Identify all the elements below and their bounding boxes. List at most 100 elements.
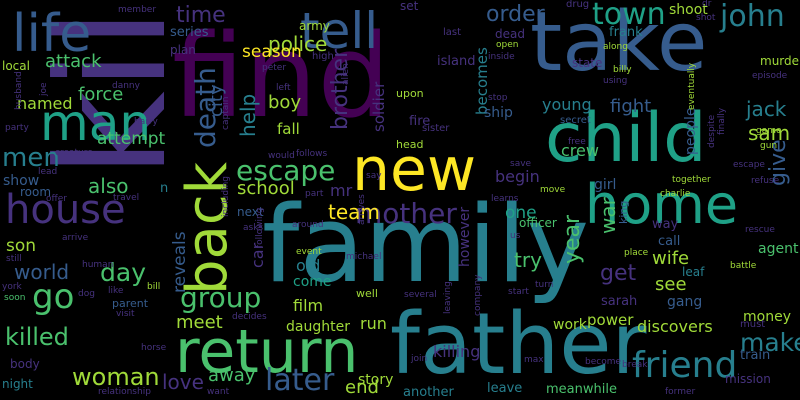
word-leave: leave (487, 381, 523, 396)
word-named: named (17, 94, 73, 113)
word-life: life (12, 4, 92, 64)
word-set: set (400, 0, 419, 13)
word-way: way (652, 217, 679, 232)
word-michael: michael (346, 252, 382, 262)
word-however: however (457, 206, 473, 267)
word-human: human (82, 260, 114, 270)
word-order: order (486, 2, 545, 27)
word-room: room (20, 185, 52, 199)
word-father: father (390, 295, 647, 394)
word-upon: upon (396, 87, 424, 100)
word-run: run (360, 314, 387, 333)
word-creature: creature (55, 148, 93, 158)
word-along: along (603, 42, 628, 52)
word-lead: lead (38, 167, 58, 177)
word-part: part (305, 189, 324, 199)
word-high: high (312, 51, 334, 62)
word-work: work (553, 317, 587, 333)
word-free: free (568, 137, 586, 147)
word-like: like (108, 286, 124, 296)
word-travel: travel (113, 193, 140, 203)
word-escape: escape (733, 160, 765, 170)
word-peter: peter (262, 63, 287, 73)
word-start: start (508, 287, 529, 297)
word-show: show (3, 173, 40, 189)
word-want: want (207, 387, 230, 397)
word-billy: billy (613, 65, 632, 75)
word-police: police (268, 32, 328, 56)
word-man: man (40, 94, 152, 152)
word-men: men (2, 143, 60, 173)
word-money: money (743, 309, 791, 325)
word-secret: secret (560, 115, 591, 126)
word-ship: ship (484, 105, 513, 121)
word-people: people (683, 107, 699, 155)
word-army: army (299, 19, 330, 33)
word-old: old (296, 256, 321, 275)
word-killed: killed (5, 323, 69, 351)
word-town: town (592, 0, 666, 32)
word-inside: inside (488, 52, 515, 62)
word-save: save (510, 159, 532, 169)
word-shot: shot (696, 13, 716, 23)
word-asks: asks (243, 223, 264, 233)
word-soldier: soldier (370, 81, 388, 132)
word-finally: finally (717, 107, 727, 135)
word-charlie: charlie (660, 189, 691, 199)
word-head: head (396, 138, 424, 151)
word-become: become (585, 357, 622, 367)
word-party: party (5, 123, 29, 133)
word-alien: alien (341, 63, 351, 85)
word-school: school (237, 178, 295, 199)
word-open: open (496, 40, 519, 50)
word-us: us (510, 231, 521, 241)
word-come: come (293, 274, 332, 290)
word-escape: escape (236, 154, 336, 187)
word-game: game (756, 126, 782, 136)
word-n: n (160, 181, 169, 196)
word-husband: husband (14, 71, 24, 110)
word-tell: tell (300, 2, 379, 60)
word-attack: attack (45, 51, 102, 72)
word-say: say (366, 171, 382, 181)
word-try: try (514, 248, 542, 272)
word-york: york (2, 282, 22, 292)
word-still: still (6, 254, 22, 264)
word-later: later (265, 363, 335, 398)
word-parent: parent (112, 297, 149, 310)
word-home: home (585, 173, 739, 236)
word-body: body (10, 357, 40, 371)
word-former: former (665, 387, 696, 397)
word-make: make (740, 328, 800, 357)
word-place: place (624, 248, 649, 258)
word-including: including (221, 176, 231, 217)
word-mother: mother (355, 197, 457, 230)
word-captain: captain (221, 96, 231, 130)
word-return: return (175, 317, 359, 387)
word-jack: jack (746, 97, 787, 121)
word-night: night (2, 377, 33, 391)
word-officer: officer (519, 216, 557, 230)
word-state: state (572, 56, 603, 70)
word-decides: decides (232, 312, 267, 322)
word-get: get (600, 261, 637, 286)
word-danny: danny (112, 81, 140, 91)
word-leaf: leaf (682, 265, 705, 279)
word-following: following (255, 207, 265, 248)
word-fall: fall (277, 120, 300, 138)
word-day: day (100, 258, 146, 287)
word-john: john (720, 0, 785, 34)
word-daughter: daughter (286, 319, 350, 335)
word-plan: plan (170, 43, 196, 57)
word-begin: begin (495, 167, 540, 186)
word-one: one (505, 203, 537, 223)
word-help: help (236, 93, 260, 137)
word-season: season (242, 42, 302, 62)
word-eventually: eventually (687, 62, 697, 110)
word-killing: killing (433, 342, 481, 361)
word-team: team (328, 200, 380, 224)
word-friend: friend (632, 345, 738, 386)
word-dead: dead (495, 27, 525, 41)
word-next: next (237, 205, 264, 219)
word-turn: turn (535, 280, 554, 290)
